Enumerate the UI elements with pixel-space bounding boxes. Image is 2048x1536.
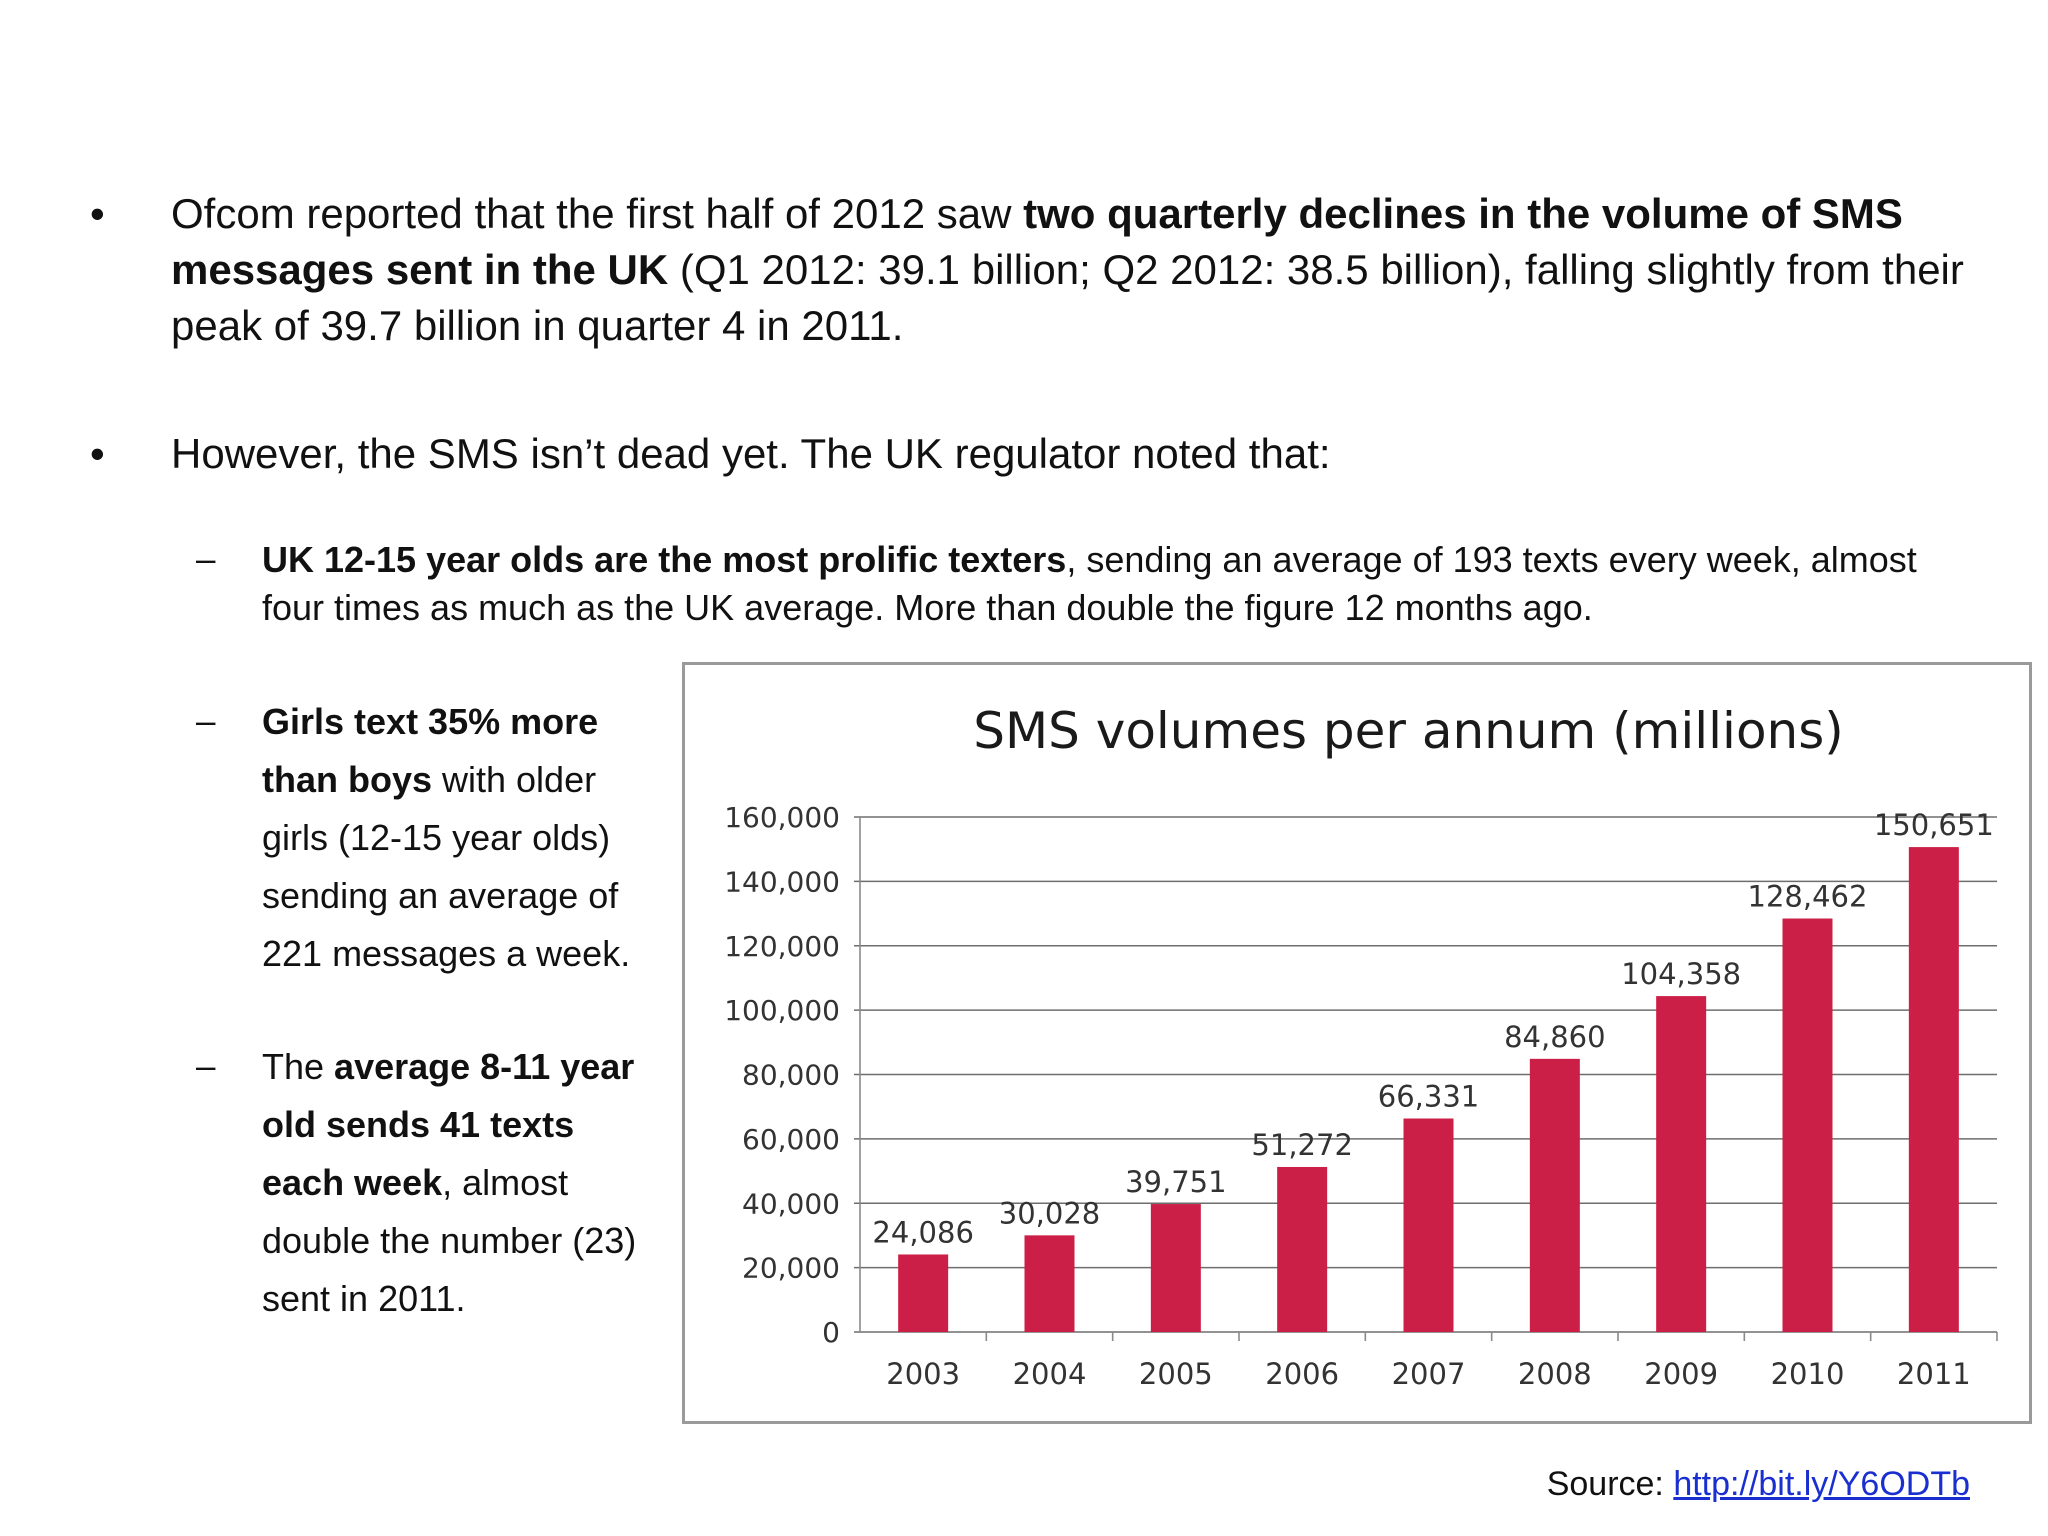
data-label-2009: 104,358 (1621, 957, 1741, 991)
sub-bullet-marker: – (196, 540, 216, 579)
bar-2008 (1529, 1058, 1580, 1332)
x-tick-label: 2007 (1392, 1357, 1466, 1391)
sub-bullet-2-bold: Girls text 35% more than boys (262, 701, 599, 800)
bar-2009 (1656, 996, 1707, 1332)
x-tick-label: 2004 (1013, 1357, 1087, 1391)
bullet-1-text: Ofcom reported that the first half of 20… (171, 186, 2001, 354)
bar-2007 (1403, 1118, 1454, 1332)
y-tick-label: 20,000 (742, 1252, 840, 1285)
data-label-2007: 66,331 (1378, 1079, 1479, 1113)
bar-2003 (898, 1254, 949, 1332)
y-tick-label: 0 (822, 1316, 840, 1349)
sub-bullet-1-rest: , sending an average of 193 texts every … (262, 539, 1917, 628)
sub-bullet-marker: – (196, 702, 216, 741)
data-label-2010: 128,462 (1748, 880, 1868, 914)
bar-2006 (1277, 1166, 1328, 1332)
x-tick-label: 2009 (1644, 1357, 1718, 1391)
bullet-marker: • (90, 430, 105, 477)
bar-2004 (1024, 1235, 1075, 1332)
x-tick-label: 2006 (1265, 1357, 1339, 1391)
source-label: Source: (1546, 1465, 1674, 1503)
data-label-2003: 24,086 (872, 1215, 973, 1249)
data-label-2005: 39,751 (1125, 1165, 1226, 1199)
x-tick-label: 2011 (1897, 1357, 1971, 1391)
x-tick-label: 2010 (1771, 1357, 1845, 1391)
sub-bullet-1-text: UK 12-15 year olds are the most prolific… (262, 536, 1982, 632)
y-tick-label: 40,000 (742, 1187, 840, 1220)
source-link[interactable]: http://bit.ly/Y6ODTb (1673, 1465, 1970, 1503)
sub-bullet-2-rest: with older girls (12-15 year olds) sendi… (262, 759, 631, 974)
bar-2011 (1908, 847, 1959, 1332)
y-tick-label: 100,000 (724, 994, 840, 1027)
chart-title: SMS volumes per annum (millions) (973, 702, 1844, 760)
data-label-2008: 84,860 (1504, 1020, 1605, 1054)
sub-bullet-3-bold: average 8-11 year old sends 41 texts eac… (262, 1046, 635, 1203)
bullet-1-bold: two quarterly declines in the volume of … (171, 190, 1903, 293)
chart-canvas: SMS volumes per annum (millions) 0 20,000 4… (724, 702, 1998, 1391)
bullet-marker: • (90, 190, 105, 237)
bullet-2-text: However, the SMS isn’t dead yet. The UK … (171, 430, 1331, 477)
data-label-2004: 30,028 (999, 1196, 1100, 1230)
bullet-1-text-a: Ofcom reported that the first half of 20… (171, 190, 1024, 237)
x-tick-label: 2008 (1518, 1357, 1592, 1391)
y-tick-label: 60,000 (742, 1123, 840, 1156)
x-tick-label: 2005 (1139, 1357, 1213, 1391)
sub-bullet-1-bold: UK 12-15 year olds are the most prolific… (262, 539, 1067, 580)
sms-volume-chart: SMS volumes per annum (millions) 0 20,000 4… (682, 662, 2032, 1424)
y-tick-label: 160,000 (724, 801, 840, 834)
sub-bullet-3-text-a: The (262, 1046, 335, 1087)
sub-bullet-3-text: The average 8-11 year old sends 41 texts… (262, 1038, 662, 1328)
sub-bullet-marker: – (196, 1047, 216, 1086)
y-tick-label: 140,000 (724, 865, 840, 898)
y-tick-label: 120,000 (724, 930, 840, 963)
source-line: Source: http://bit.ly/Y6ODTb (1547, 1462, 1970, 1506)
bullet-1-text-b: (Q1 2012: 39.1 billion; Q2 2012: 38.5 bi… (171, 246, 1964, 349)
sub-bullet-2-text: Girls text 35% more than boys with older… (262, 693, 672, 983)
sub-bullet-3-text-b: , almost double the number (23) sent in … (262, 1162, 637, 1319)
bar-2010 (1782, 918, 1833, 1332)
x-tick-label: 2003 (886, 1357, 960, 1391)
bar-2005 (1150, 1204, 1201, 1332)
data-label-2011: 150,651 (1874, 808, 1994, 842)
data-label-2006: 51,272 (1251, 1128, 1352, 1162)
y-tick-label: 80,000 (742, 1059, 840, 1092)
